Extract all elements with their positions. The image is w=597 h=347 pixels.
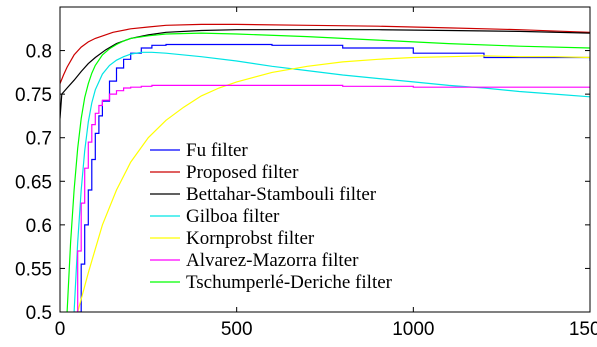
legend-label-3: Bettahar-Stambouli filter — [186, 184, 377, 205]
series-line-4 — [73, 51, 590, 312]
legend-label-5: Kornprobst filter — [186, 228, 315, 249]
legend-label-2: Proposed filter — [186, 162, 299, 183]
series-line-5 — [77, 55, 590, 312]
y-tick-label: 0.8 — [26, 42, 52, 63]
plot-frame — [59, 6, 591, 313]
y-tick-label: 0.65 — [15, 172, 52, 193]
y-tick-label: 0.55 — [15, 259, 52, 280]
series-layer — [60, 23, 590, 312]
y-tick-label: 0.6 — [26, 216, 52, 237]
y-tick-label: 0.75 — [15, 85, 52, 106]
series-line-6 — [74, 84, 590, 312]
series-line-1 — [77, 43, 590, 312]
y-tick-label: 0.7 — [26, 129, 52, 150]
legend-label-6: Alvarez-Mazorra filter — [186, 250, 359, 271]
series-line-7 — [66, 32, 590, 312]
legend-label-1: Fu filter — [186, 140, 248, 161]
legend-label-4: Gilboa filter — [186, 206, 280, 227]
x-tick-label: 500 — [221, 319, 253, 340]
series-line-2 — [60, 23, 590, 84]
y-tick-label: 0.5 — [26, 303, 52, 324]
x-tick-label: 0 — [55, 319, 66, 340]
legend-label-7: Tschumperlé-Deriche filter — [186, 272, 393, 293]
x-tick-label: 1000 — [392, 319, 434, 340]
